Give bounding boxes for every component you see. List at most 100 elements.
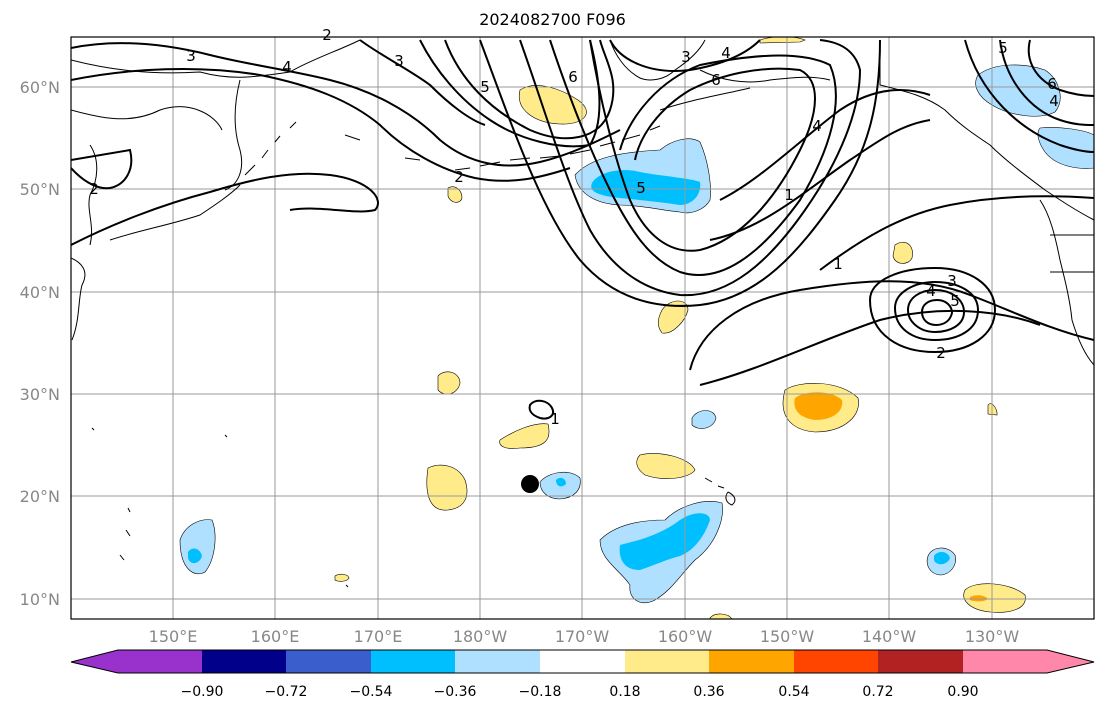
contour-label: 1 xyxy=(833,255,843,273)
contour-line xyxy=(71,67,571,182)
contour-line xyxy=(964,39,1094,153)
shade-yellow-patch xyxy=(518,85,587,125)
contour-label: 1 xyxy=(784,186,794,204)
colorbar-tick-label: −0.72 xyxy=(265,684,308,700)
shade-yellow-patch xyxy=(963,583,1026,613)
coastlines xyxy=(71,39,1094,588)
contour-line xyxy=(719,89,931,201)
colorbar-segment xyxy=(709,650,794,673)
contour-line xyxy=(419,39,601,148)
colorbar-segment xyxy=(963,650,1047,673)
shade-lightblue-patch xyxy=(691,410,717,429)
shade-medblue-core xyxy=(188,548,202,564)
shade-yellow-patch xyxy=(499,423,550,449)
lat-tick-label: 10°N xyxy=(20,590,60,609)
colorbar-tick-label: 0.18 xyxy=(609,684,640,700)
contour-line xyxy=(528,399,554,420)
colorbar-tick-labels: −0.90 −0.72 −0.54 −0.36 −0.18 0.18 0.36 … xyxy=(181,684,979,700)
lat-tick-label: 30°N xyxy=(20,385,60,404)
shade-lightblue-patch xyxy=(1037,127,1094,169)
contour-label: 5 xyxy=(950,292,960,310)
coastline-kuril-islands xyxy=(244,121,297,176)
shade-yellow-patch xyxy=(987,403,998,416)
colorbar-tick-label: −0.18 xyxy=(519,684,562,700)
lon-tick-label: 170°E xyxy=(354,627,403,646)
contour-label: 4 xyxy=(926,282,936,300)
graticule xyxy=(71,37,1094,619)
storm-position-marker xyxy=(521,475,539,493)
contour-label: 4 xyxy=(812,117,822,135)
colorbar-segment xyxy=(286,650,371,673)
contour-line xyxy=(689,280,1094,371)
colorbar-extend-right xyxy=(1047,650,1094,673)
colorbar-segment xyxy=(371,650,455,673)
colorbar-tick-label: −0.90 xyxy=(181,684,224,700)
contour-label: 5 xyxy=(636,179,646,197)
contour-label: 6 xyxy=(568,68,578,86)
lon-tick-label: 150°E xyxy=(149,627,198,646)
lat-tick-label: 60°N xyxy=(20,78,60,97)
shade-yellow-patch xyxy=(334,573,350,582)
colorbar-tick-label: 0.72 xyxy=(862,684,893,700)
contour-label: 2 xyxy=(454,168,464,186)
shade-orange-core xyxy=(794,392,843,420)
lon-tick-label: 130°W xyxy=(965,627,1020,646)
lon-tick-label: 180°W xyxy=(453,627,508,646)
lon-axis: 150°E 160°E 170°E 180°W 170°W 160°W 150°… xyxy=(149,627,1020,646)
contour-line xyxy=(589,39,816,252)
colorbar-tick-label: 0.36 xyxy=(693,684,724,700)
contour-label: 5 xyxy=(480,78,490,96)
colorbar-segment xyxy=(202,650,286,673)
shade-yellow-patch xyxy=(426,464,468,511)
contour-label: 3 xyxy=(681,48,691,66)
colorbar-tick-label: −0.54 xyxy=(350,684,393,700)
shade-yellow-patch xyxy=(657,300,689,334)
shade-medblue-core xyxy=(556,477,566,487)
contour-line xyxy=(920,298,954,327)
lon-tick-label: 140°W xyxy=(862,627,917,646)
contour-line xyxy=(1027,39,1094,97)
colorbar-segment xyxy=(118,650,202,673)
shade-lightblue-patch xyxy=(975,64,1061,117)
colorbar-segments xyxy=(71,650,1094,673)
contour-label: 4 xyxy=(282,58,292,76)
colorbar-tick-label: 0.90 xyxy=(947,684,978,700)
lat-axis: 60°N 50°N 40°N 30°N 20°N 10°N xyxy=(20,78,60,609)
coastline-asia xyxy=(71,39,361,341)
shade-orange-core xyxy=(970,595,988,602)
contour-line xyxy=(444,39,615,140)
contour-line xyxy=(519,39,862,297)
lon-tick-label: 150°W xyxy=(760,627,815,646)
contour-label: 6 xyxy=(711,71,721,89)
contour-label: 2 xyxy=(89,180,99,198)
shade-yellow-patch xyxy=(447,186,463,203)
coastline-alaska xyxy=(609,39,1094,221)
contour-line xyxy=(549,39,837,277)
coastline-hawaii xyxy=(704,477,736,506)
contour-line xyxy=(699,195,1094,386)
contour-label: 1 xyxy=(550,410,560,428)
contour-label: 2 xyxy=(322,26,332,44)
colorbar-segment xyxy=(625,650,709,673)
colorbar-outline xyxy=(70,649,1095,674)
colorbar-segment xyxy=(540,650,625,673)
colorbar-segment xyxy=(794,650,878,673)
shaded-anomaly-layer xyxy=(179,37,1094,619)
coastline-north-america xyxy=(1039,199,1094,366)
contour-label: 3 xyxy=(947,272,957,290)
colorbar-segment xyxy=(878,650,963,673)
lat-tick-label: 50°N xyxy=(20,180,60,199)
shade-yellow-patch xyxy=(437,371,461,395)
contour-label: 3 xyxy=(186,47,196,65)
contour-line xyxy=(359,39,486,126)
contour-line xyxy=(868,266,997,354)
shade-medblue-core xyxy=(591,170,701,205)
lon-tick-label: 170°W xyxy=(555,627,610,646)
contour-line xyxy=(999,39,1094,126)
shade-yellow-patch xyxy=(892,241,913,264)
contour-label: 3 xyxy=(394,52,404,70)
contour-line xyxy=(906,288,966,334)
shade-yellow-patch xyxy=(636,453,696,479)
contour-label: 5 xyxy=(998,39,1008,57)
